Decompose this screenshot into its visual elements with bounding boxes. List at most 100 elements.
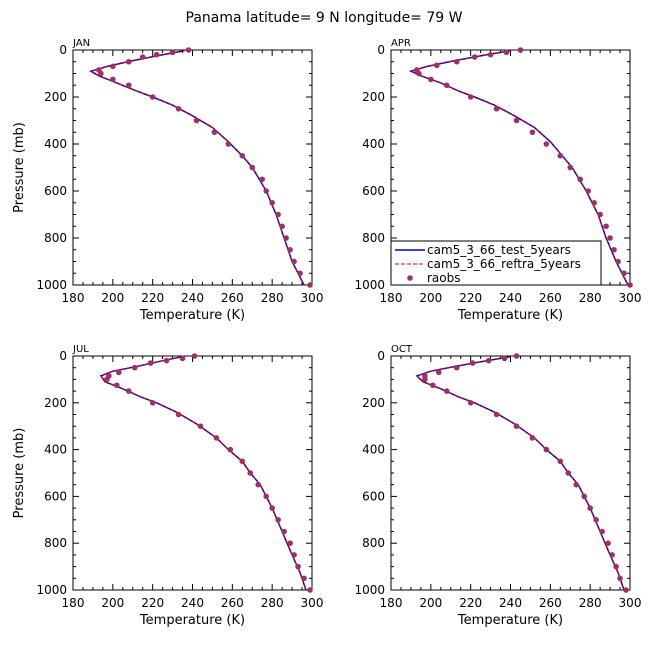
raobs-point: [503, 49, 510, 56]
raobs-point: [279, 223, 285, 230]
plot-frame: [72, 49, 313, 286]
raobs-point: [543, 446, 550, 453]
raobs-point: [287, 246, 293, 253]
y-tick-label: 800: [362, 231, 385, 245]
raobs-point: [581, 493, 587, 500]
raobs-point: [193, 117, 200, 124]
legend: cam5_3_66_test_5yearscam5_3_66_reftra_5y…: [390, 240, 602, 286]
series-line-cam5_3_66_reftra_5years: [89, 50, 305, 286]
raobs-point: [287, 540, 293, 546]
y-tick-label: 200: [44, 90, 67, 104]
raobs-point: [467, 400, 474, 406]
x-tick-label: 200: [101, 291, 124, 305]
x-tick-label: 180: [380, 596, 403, 610]
x-tick-label: 220: [459, 596, 482, 610]
raobs-point: [543, 141, 550, 147]
raobs-point: [185, 47, 192, 53]
y-tick-label: 1000: [36, 583, 67, 597]
raobs-point: [565, 470, 572, 476]
x-tick-label: 200: [419, 291, 442, 305]
raobs-point: [443, 82, 450, 89]
panel-label: OCT: [391, 344, 413, 355]
y-tick-label: 0: [59, 349, 67, 363]
raobs-point: [443, 388, 450, 394]
x-axis-label: Temperature (K): [457, 613, 563, 628]
raobs-point: [307, 282, 313, 288]
raobs-point: [501, 355, 508, 362]
raobs-point: [593, 517, 599, 523]
raobs-point: [297, 270, 303, 277]
x-tick-label: 260: [539, 291, 562, 305]
panel-label: JAN: [72, 38, 90, 49]
raobs-point: [197, 423, 204, 430]
x-axis-label: Temperature (K): [139, 308, 245, 323]
raobs-point: [436, 369, 442, 376]
raobs-point: [125, 58, 132, 65]
raobs-point: [599, 528, 605, 535]
raobs-point: [114, 382, 120, 389]
y-tick-label: 800: [44, 536, 67, 550]
legend-label: cam5_3_66_test_5years: [427, 243, 571, 257]
raobs-point: [591, 199, 597, 206]
y-tick-label: 1000: [36, 278, 67, 292]
x-tick-label: 220: [459, 291, 482, 305]
raobs-point: [255, 481, 262, 488]
raobs-point: [529, 129, 536, 136]
raobs-point: [469, 360, 476, 366]
y-tick-label: 200: [362, 396, 385, 410]
x-tick-label: 280: [261, 291, 284, 305]
y-tick-label: 600: [44, 184, 67, 198]
raobs-point: [416, 70, 422, 77]
raobs-point: [283, 235, 289, 241]
raobs-point: [247, 470, 254, 476]
raobs-point: [225, 141, 232, 147]
raobs-point: [263, 188, 269, 194]
raobs-point: [98, 70, 104, 77]
panel-jul: JUL 180 200 220 240 260 280 300 0 200 400 600 800 100…: [12, 344, 323, 628]
panel-label: APR: [391, 38, 411, 49]
raobs-point: [125, 388, 132, 394]
raobs-point: [453, 58, 460, 65]
raobs-point: [125, 82, 132, 89]
y-tick-label: 600: [362, 489, 385, 503]
raobs-point: [275, 211, 281, 218]
x-tick-label: 180: [62, 596, 85, 610]
raobs-point: [513, 423, 520, 430]
raobs-point: [587, 505, 593, 511]
raobs-point: [149, 94, 156, 100]
panel-label: JUL: [72, 344, 89, 355]
legend-label: cam5_3_66_reftra_5years: [427, 257, 581, 271]
raobs-point: [493, 411, 500, 418]
raobs-point: [291, 258, 297, 265]
raobs-point: [110, 63, 116, 70]
y-tick-label: 0: [59, 43, 67, 57]
y-tick-label: 200: [362, 90, 385, 104]
raobs-point: [613, 563, 619, 570]
figure-title: Panama latitude= 9 N longitude= 79 W: [186, 10, 463, 26]
raobs-point: [607, 235, 613, 241]
series-line-cam5_3_66_reftra_5years: [100, 356, 307, 591]
x-tick-label: 220: [141, 596, 164, 610]
y-tick-label: 400: [44, 443, 67, 457]
y-tick-label: 600: [362, 184, 385, 198]
raobs-point: [249, 164, 256, 171]
raobs-point: [191, 353, 198, 359]
raobs-point: [585, 188, 591, 194]
raobs-point: [627, 282, 633, 288]
raobs-point: [295, 563, 301, 570]
y-tick-label: 0: [377, 349, 385, 363]
raobs-point: [615, 258, 621, 265]
raobs-point: [621, 270, 627, 277]
x-tick-label: 260: [221, 291, 244, 305]
raobs-point: [557, 458, 564, 465]
raobs-point: [213, 435, 220, 441]
x-tick-label: 300: [619, 596, 642, 610]
y-tick-label: 800: [44, 231, 67, 245]
raobs-point: [227, 446, 234, 453]
x-tick-label: 300: [301, 291, 324, 305]
raobs-point: [623, 587, 629, 593]
panel-oct: OCT 180 200 220 240 260 280 300 0 200 400 600 800 100…: [354, 344, 641, 628]
raobs-point: [149, 400, 156, 406]
x-tick-label: 180: [380, 291, 403, 305]
y-tick-label: 0: [377, 43, 385, 57]
